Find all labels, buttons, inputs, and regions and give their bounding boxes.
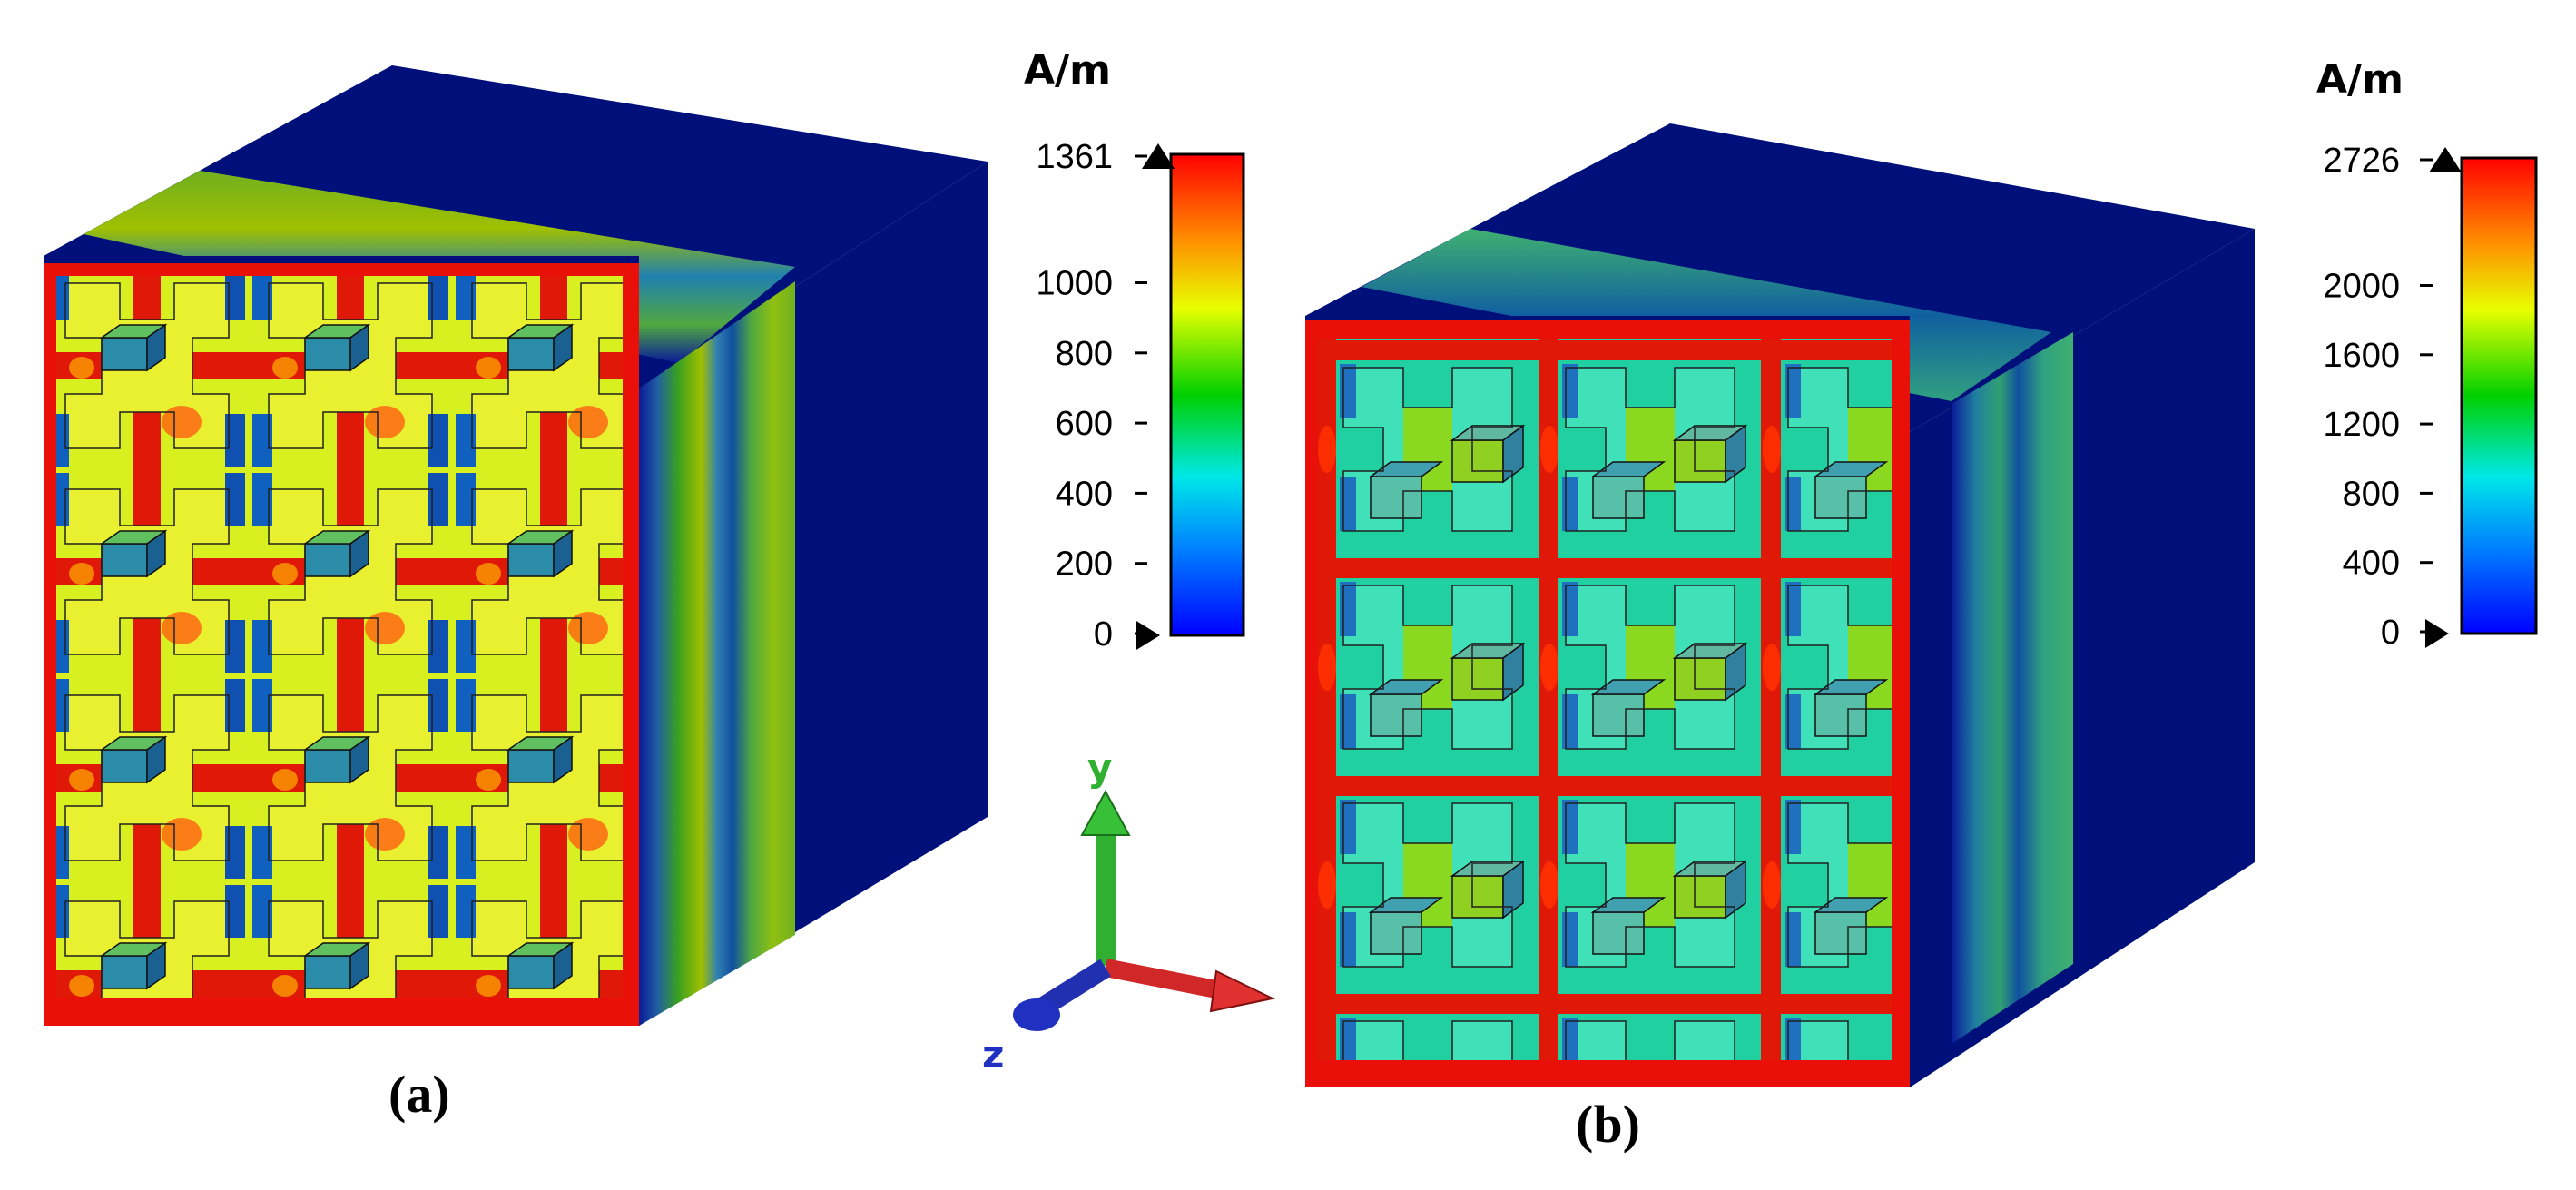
colorbar-a [1169,152,1245,637]
colorbar-a-max-marker [1142,143,1175,169]
colorbar-b-max-marker [2429,147,2462,172]
colorbar-tick-label: 1000 [1036,265,1113,303]
colorbar-tick-label: 2000 [2323,267,2400,305]
y-axis-letter: y [1087,745,1112,790]
cube-a-side-stripe [639,281,795,1026]
colorbar-tick-label: 1600 [2323,337,2400,375]
colorbar-tick-label: 800 [2343,475,2400,513]
x-axis-arrow-icon [1209,969,1276,1013]
colorbar-tick-label: 1200 [2323,406,2400,444]
colorbar-b-unit: A/m [2316,56,2404,103]
colorbar-b-min-marker [2425,619,2449,648]
panel-a-label: (a) [388,1065,450,1124]
z-axis-letter: z [982,1032,1004,1077]
panel-b-label: (b) [1576,1095,1640,1154]
axis-triad: y z [982,745,1276,1077]
z-axis-arrow-icon [1013,998,1060,1031]
colorbar-tick-label: 800 [1056,335,1113,373]
colorbar-tick-label: 2726 [2323,142,2400,180]
colorbar-tick-label: 400 [1056,475,1113,513]
colorbar-a-min-marker [1136,621,1160,650]
cube-b-side-stripe [1952,332,2073,1044]
cube-a-unit-cells [56,276,624,1013]
panel-a: A/m 1361 1000 800 600 400 200 0 (a) [44,47,1245,1124]
colorbar-tick-label: 1361 [1036,138,1113,176]
colorbar-b-ticks: 2726 2000 1600 1200 800 400 0 [2323,142,2433,652]
colorbar-tick-label: 600 [1056,405,1113,443]
colorbar-tick-label: 0 [2381,614,2400,652]
cube-b-unit-cells [1318,338,1908,1069]
y-axis-arrow-icon [1080,789,1131,836]
panel-b: A/m 2726 2000 1600 1200 800 400 0 (b) [1305,56,2538,1154]
colorbar-a-unit: A/m [1024,47,1111,93]
colorbar-tick-label: 0 [1094,615,1113,654]
colorbar-tick-label: 400 [2343,545,2400,583]
colorbar-tick-label: 200 [1056,546,1113,584]
colorbar-a-ticks: 1361 1000 800 600 400 200 0 [1036,138,1147,654]
colorbar-b [2460,156,2538,635]
